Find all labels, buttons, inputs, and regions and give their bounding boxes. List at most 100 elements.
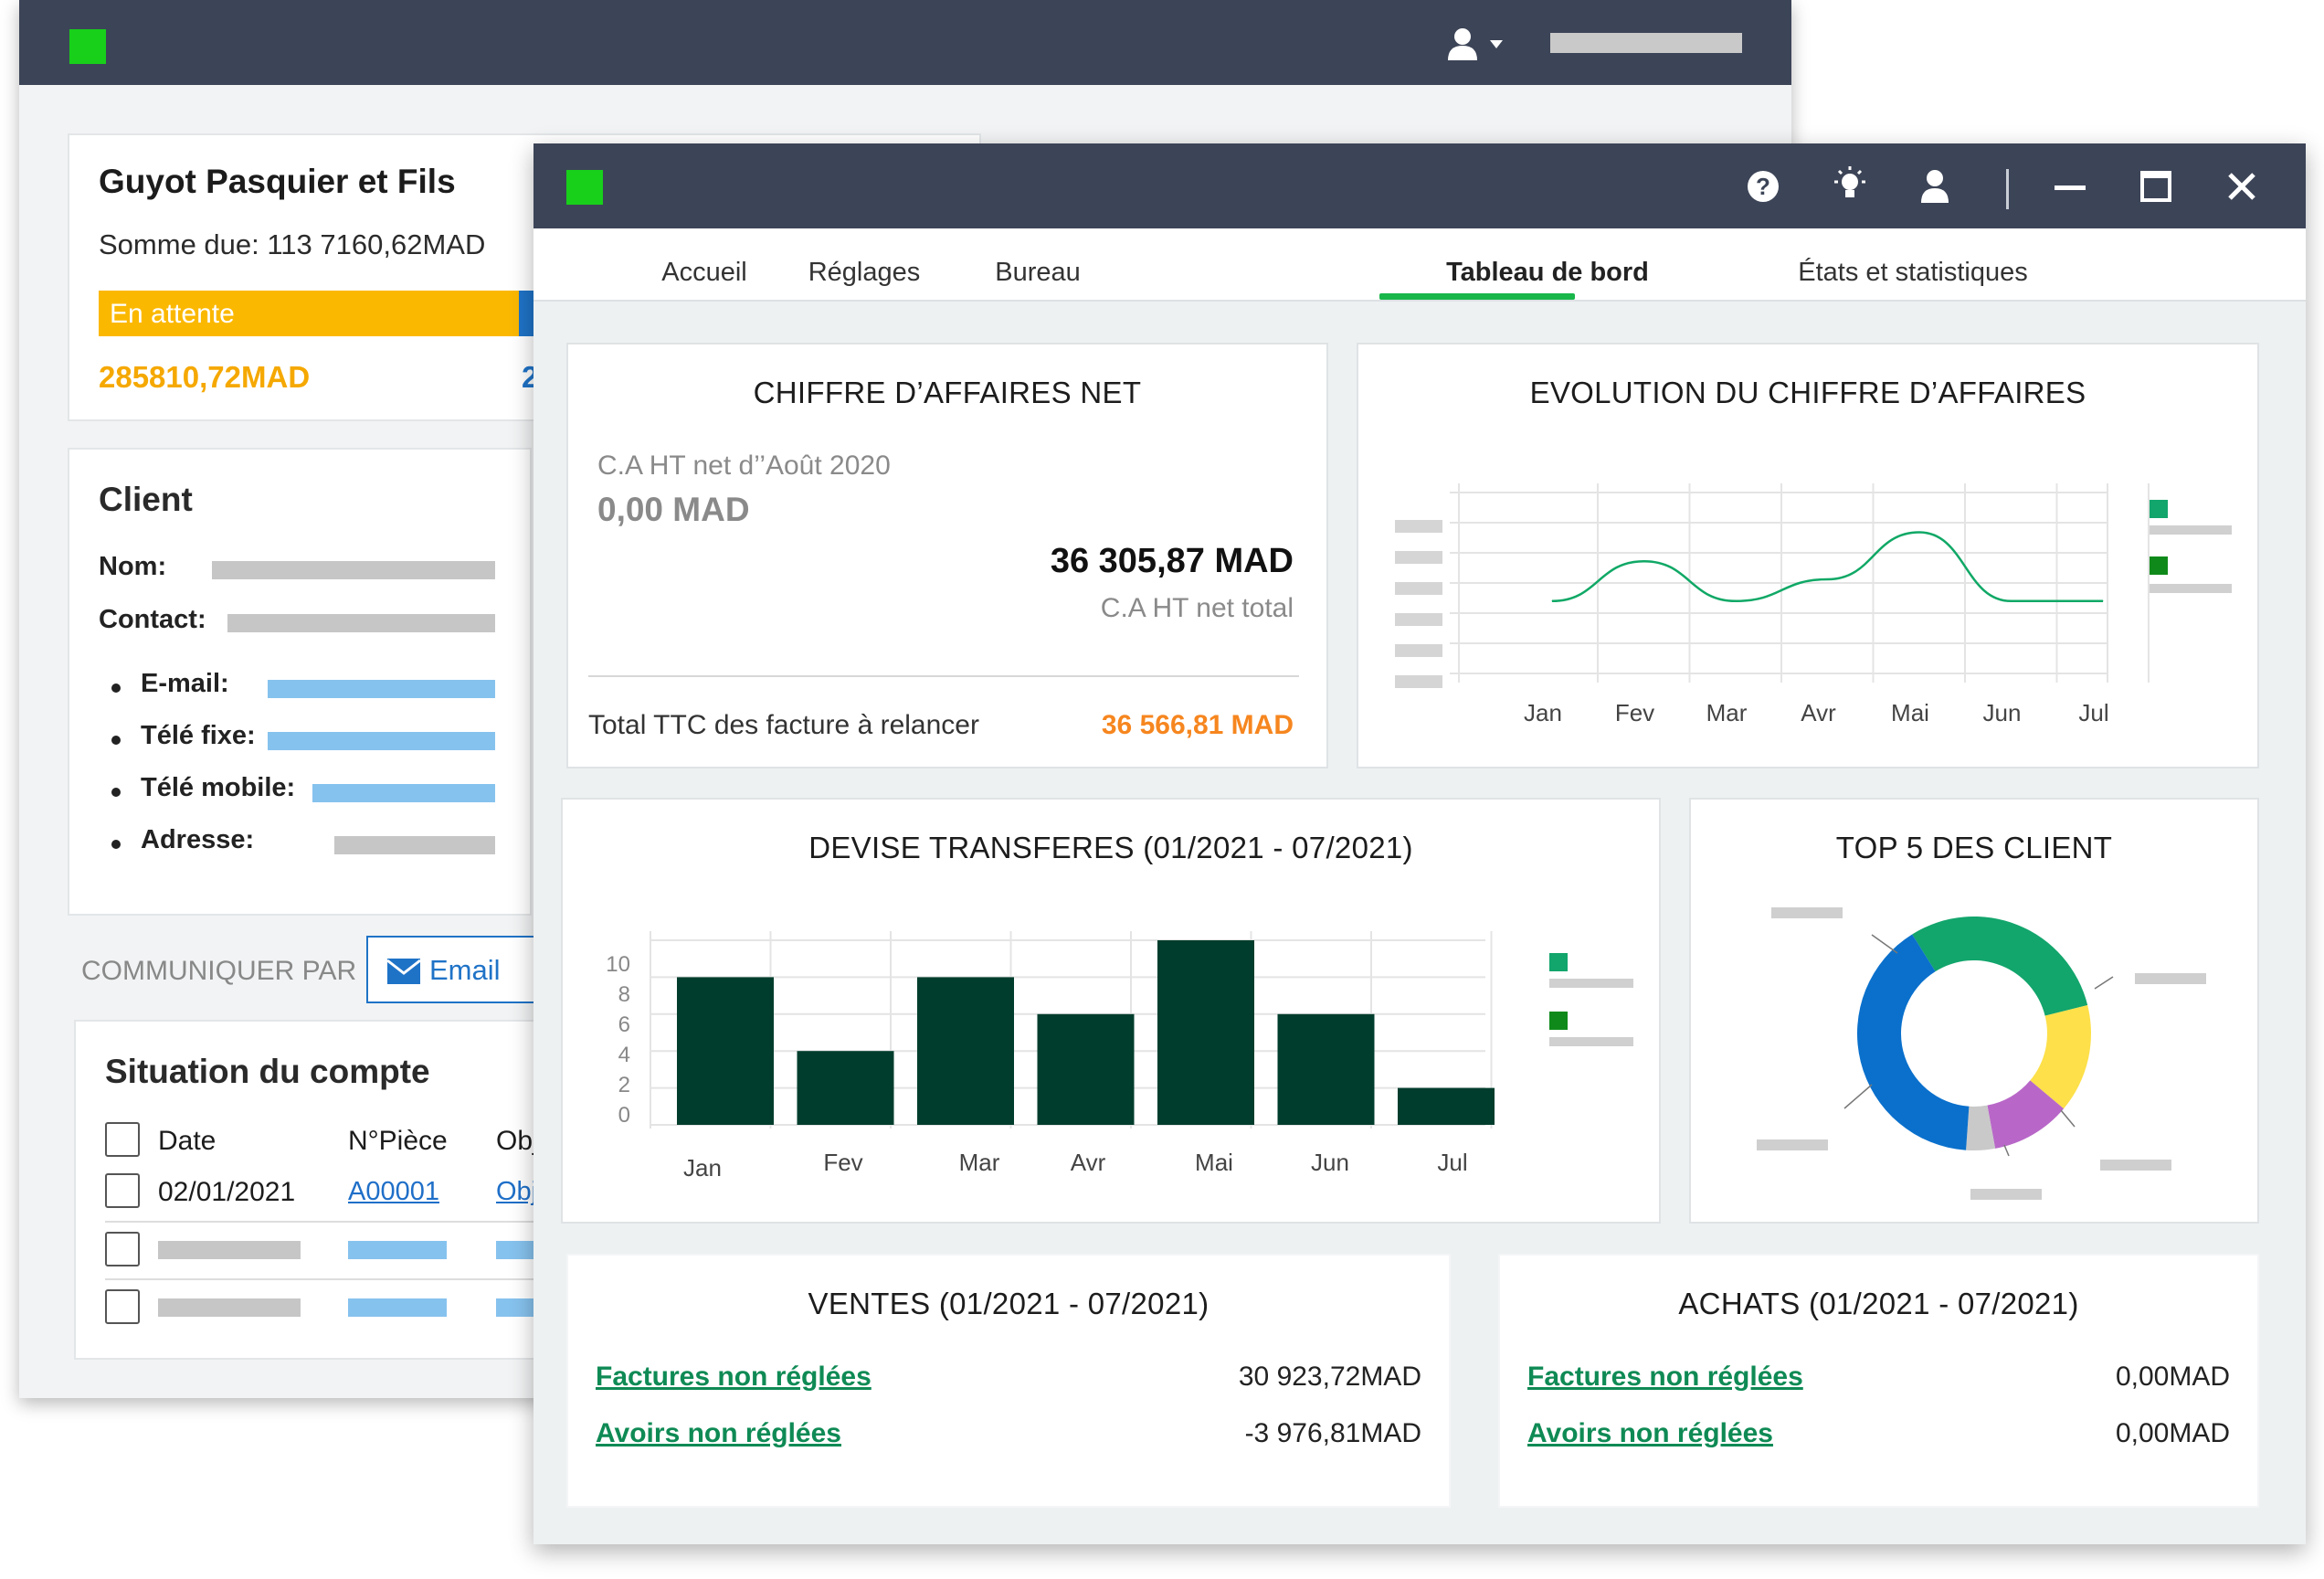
contact-label: Contact: — [99, 605, 206, 634]
top5-donut-chart — [1757, 907, 2206, 1200]
y-tick-label: 6 — [618, 1012, 630, 1037]
y-tick-label — [1395, 520, 1442, 533]
leader-line — [2003, 1144, 2010, 1157]
active-tab-indicator — [1379, 293, 1575, 300]
ventes-factures-value: 30 923,72MAD — [1238, 1362, 1421, 1392]
adresse-label: Adresse: — [141, 825, 255, 854]
slice-label — [1970, 1189, 2042, 1200]
achats-panel: ACHATS (01/2021 - 07/2021) Factures non … — [1498, 1254, 2259, 1508]
status-amount: 285810,72MAD — [99, 360, 311, 394]
ventes-title: VENTES (01/2021 - 07/2021) — [808, 1287, 1210, 1320]
ventes-factures-link[interactable]: Factures non réglées — [596, 1362, 872, 1392]
tele-mobile-label: Télé mobile: — [141, 773, 296, 802]
devise-bar-chart: 10 8 6 4 2 0 Jan Fev Mar Avr Mai Jun Jul — [606, 931, 1633, 1182]
adresse-value — [334, 836, 495, 854]
email-button-label: Email — [429, 954, 501, 986]
app-logo — [566, 170, 603, 205]
x-tick-label: Jun — [1983, 699, 2022, 726]
tele-mobile-value[interactable] — [312, 784, 495, 802]
bar — [917, 977, 1014, 1125]
user-menu[interactable] — [1442, 26, 1506, 62]
bar — [797, 1051, 894, 1125]
legend-label — [2150, 584, 2232, 593]
x-tick-label: Jul — [2078, 699, 2108, 726]
achats-factures-link[interactable]: Factures non réglées — [1527, 1362, 1803, 1392]
y-tick-label: 0 — [618, 1103, 630, 1128]
lightbulb-icon[interactable] — [1831, 165, 1869, 206]
row1-piece-link[interactable]: A00001 — [348, 1177, 439, 1206]
tab-tableau-de-bord[interactable]: Tableau de bord — [1446, 258, 1649, 287]
nom-value — [212, 561, 495, 579]
x-tick-label: Mai — [1195, 1149, 1233, 1176]
ca-total-value: 36 305,87 MAD — [1050, 542, 1294, 580]
y-tick-label — [1395, 551, 1442, 564]
y-tick-label — [1395, 675, 1442, 688]
top5-title: TOP 5 DES CLIENT — [1835, 831, 2113, 864]
svg-text:?: ? — [1756, 173, 1770, 200]
ca-month-value: 0,00 MAD — [597, 491, 750, 528]
user-icon — [1448, 28, 1503, 60]
data-point — [1918, 532, 1920, 534]
series-line — [1551, 531, 2103, 603]
bar — [1157, 940, 1254, 1125]
row-checkbox[interactable] — [105, 1232, 140, 1266]
bar — [1398, 1087, 1495, 1125]
situation-title: Situation du compte — [105, 1053, 430, 1090]
leader-line — [2094, 976, 2114, 990]
x-tick-label: Fev — [823, 1149, 862, 1176]
x-tick-label: Mai — [1891, 699, 1929, 726]
status-en-attente: En attente — [99, 291, 519, 336]
email-value[interactable] — [268, 680, 495, 698]
tab-reglages[interactable]: Réglages — [808, 258, 921, 287]
bar — [1037, 1013, 1135, 1125]
evolution-panel: EVOLUTION DU CHIFFRE D’AFFAIRES Jan Fev Ma… — [1357, 343, 2259, 768]
tab-etats-statistiques[interactable]: États et statistiques — [1798, 258, 2028, 287]
maximize-icon[interactable] — [2140, 171, 2171, 202]
help-icon[interactable]: ? — [1746, 169, 1780, 204]
close-icon[interactable] — [2226, 171, 2257, 202]
tele-fixe-value[interactable] — [268, 732, 495, 750]
x-tick-label: Fev — [1615, 699, 1654, 726]
somme-due: Somme due: 113 7160,62MAD — [99, 228, 486, 260]
legend-label — [1549, 1037, 1633, 1046]
email-label: E-mail: — [141, 669, 229, 698]
devise-panel: DEVISE TRANSFERES (01/2021 - 07/2021) 10… — [561, 798, 1661, 1224]
achats-avoirs-link[interactable]: Avoirs non réglées — [1527, 1418, 1773, 1448]
row-checkbox[interactable] — [105, 1289, 140, 1324]
leader-line — [1871, 934, 1898, 954]
tab-accueil[interactable]: Accueil — [661, 258, 747, 287]
data-point — [2102, 600, 2104, 602]
x-tick-label: Jun — [1311, 1149, 1349, 1176]
email-button[interactable]: Email — [366, 936, 535, 1003]
row-checkbox[interactable] — [105, 1173, 140, 1208]
legend-swatch — [1549, 953, 1568, 971]
slice-label — [2100, 1160, 2171, 1171]
minimize-icon[interactable] — [2054, 171, 2086, 204]
x-tick-label: Mar — [1706, 699, 1748, 726]
data-point — [1735, 600, 1737, 602]
x-tick-label: Jul — [1437, 1149, 1467, 1176]
col-objet: Obj — [496, 1126, 539, 1156]
user-icon[interactable] — [1919, 169, 1950, 204]
select-all-checkbox[interactable] — [105, 1122, 140, 1157]
row1-objet-link[interactable]: Obj — [496, 1177, 538, 1206]
y-tick-label: 4 — [618, 1043, 630, 1067]
legend-swatch — [1549, 1012, 1568, 1030]
ventes-avoirs-link[interactable]: Avoirs non réglées — [596, 1418, 841, 1448]
donut-slice — [1857, 934, 1970, 1150]
relance-label: Total TTC des facture à relancer — [588, 710, 979, 740]
tab-bureau[interactable]: Bureau — [995, 258, 1081, 287]
evolution-title: EVOLUTION DU CHIFFRE D’AFFAIRES — [1529, 376, 2086, 409]
donut-slice — [1912, 917, 2088, 1016]
communiquer-label: COMMUNIQUER PAR — [81, 956, 357, 986]
data-point — [1643, 560, 1644, 562]
nom-label: Nom: — [99, 552, 167, 581]
x-tick-label: Avr — [1801, 699, 1836, 726]
ca-net-panel: CHIFFRE D’AFFAIRES NET C.A HT net d’’Aoû… — [566, 343, 1328, 768]
app-logo — [69, 29, 106, 64]
legend-swatch — [2150, 500, 2168, 518]
legend-label — [1549, 979, 1633, 988]
ca-net-title: CHIFFRE D’AFFAIRES NET — [753, 376, 1142, 409]
x-tick-label: Mar — [959, 1149, 1000, 1176]
leader-line — [2060, 1109, 2076, 1128]
